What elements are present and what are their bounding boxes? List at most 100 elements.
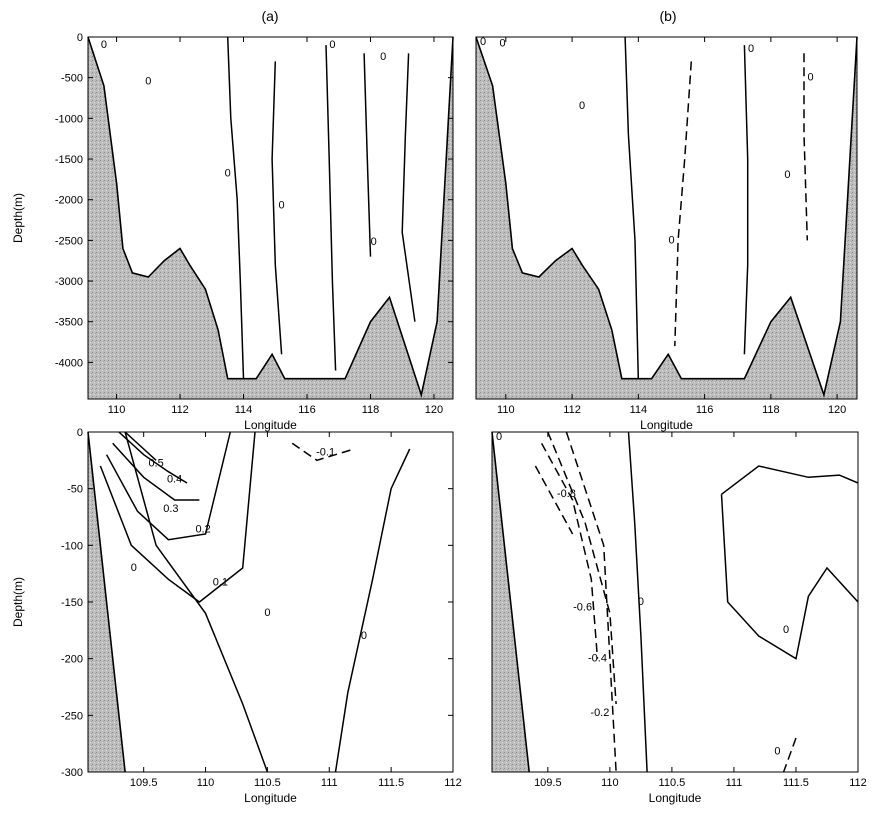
y-tick-label: -200 <box>61 654 83 666</box>
contour-line <box>547 431 617 705</box>
x-tick-label: 111.5 <box>783 777 809 789</box>
land-mask <box>476 37 857 399</box>
contour-label: 0 <box>668 234 674 246</box>
contour-label: -0.2 <box>590 707 609 719</box>
plot-frame <box>475 36 858 400</box>
contour-line <box>721 465 859 495</box>
contour-label: 0 <box>145 76 151 88</box>
x-tick-label: 111.5 <box>378 777 404 789</box>
contour-label: -0.1 <box>316 446 335 458</box>
contour-label: 0.4 <box>167 474 182 486</box>
contour-label: 0 <box>380 51 386 63</box>
y-tick-label: -3500 <box>55 317 83 329</box>
contour-label: -0.6 <box>573 602 592 614</box>
contour-label: 0 <box>101 39 107 51</box>
x-tick-label: 118 <box>362 404 380 416</box>
y-tick-label: -1000 <box>55 113 83 125</box>
x-tick-label: 114 <box>630 404 648 416</box>
contour-line <box>325 45 337 371</box>
contour-line <box>627 431 648 773</box>
x-tick-label: 116 <box>298 404 316 416</box>
contour-line <box>124 431 157 461</box>
contour-label: -0.8 <box>557 488 576 500</box>
x-tick-label: 110.5 <box>659 777 686 789</box>
contour-line <box>782 737 797 773</box>
contour-label: 0 <box>131 562 137 574</box>
contour-line <box>99 431 256 603</box>
contour-line <box>534 465 574 535</box>
contour-line <box>334 448 411 773</box>
y-tick-label: 0 <box>77 32 83 44</box>
bathymetry-line <box>475 36 858 398</box>
contour-label: 0 <box>499 37 505 49</box>
y-tick-label: -3000 <box>55 276 83 288</box>
contour-label: 0 <box>279 199 285 211</box>
panel-label-b: (b) <box>659 8 676 24</box>
y-axis-label: Depth(m) <box>11 577 25 627</box>
bathymetry-line <box>87 36 454 398</box>
contour-line <box>118 431 188 484</box>
contour-label: 0 <box>371 236 377 248</box>
bathymetry-line <box>87 431 126 773</box>
y-tick-label: -300 <box>61 767 83 779</box>
contour-line <box>720 494 859 660</box>
contour-label: 0.5 <box>148 458 163 470</box>
x-tick-label: 120 <box>828 404 846 416</box>
x-tick-label: 110 <box>497 404 515 416</box>
y-tick-label: -2000 <box>55 195 83 207</box>
contour-line <box>565 431 617 773</box>
bathymetry-line <box>491 431 530 773</box>
y-tick-label: 0 <box>480 36 486 48</box>
y-tick-label: -150 <box>61 597 83 609</box>
contour-line <box>363 53 372 257</box>
chart-panel-top-right: 0 0 0 0 0 0 110 112 114 116 118 120 0 Longitude <box>475 36 858 432</box>
panel-label-a: (a) <box>261 8 278 24</box>
contour-label: 0 <box>361 630 367 642</box>
contour-label: 0 <box>264 607 270 619</box>
y-tick-label: -100 <box>61 540 83 552</box>
contour-label: 0 <box>774 746 780 758</box>
x-axis-label: Longitude <box>649 791 702 805</box>
x-tick-label: 112 <box>171 404 189 416</box>
x-tick-label: 111 <box>321 777 338 789</box>
contour-label: 0 <box>808 72 814 84</box>
contour-label: -0.4 <box>588 653 607 665</box>
chart-panel-bottom-left: 0.5 0.4 0.3 0.2 0.1 -0.1 0 0 0 109.5 110 110.5 111 11… <box>11 427 462 805</box>
y-tick-label: -500 <box>61 73 83 85</box>
x-tick-label: 111 <box>726 777 743 789</box>
x-tick-label: 110 <box>197 777 215 789</box>
plot-frame <box>491 431 859 773</box>
contour-label: 0 <box>579 100 585 112</box>
x-tick-label: 116 <box>696 404 714 416</box>
contour-line <box>291 442 355 462</box>
contour-line <box>743 45 749 355</box>
y-tick-label: -4000 <box>55 357 83 369</box>
contour-line <box>401 53 416 322</box>
plot-frame <box>87 431 454 773</box>
x-tick-label: 114 <box>235 404 253 416</box>
x-tick-label: 112 <box>849 777 867 789</box>
x-tick-label: 109.5 <box>534 777 562 789</box>
x-tick-label: 109.5 <box>130 777 158 789</box>
y-tick-label: -50 <box>67 484 83 496</box>
x-axis-label: Longitude <box>244 791 297 805</box>
y-tick-label: 0 <box>77 427 83 439</box>
x-tick-label: 118 <box>762 404 780 416</box>
x-axis-label: Longitude <box>244 418 297 432</box>
contour-line <box>674 61 693 347</box>
contour-label: 0 <box>783 624 789 636</box>
contour-label: 0.1 <box>213 577 228 589</box>
plot-frame <box>87 36 454 400</box>
x-tick-label: 112 <box>444 777 462 789</box>
y-tick-label: -1500 <box>55 154 83 166</box>
y-tick-label: -2500 <box>55 235 83 247</box>
contour-label: 0 <box>329 39 335 51</box>
y-tick-label: 0 <box>496 431 502 443</box>
contour-line <box>124 431 269 773</box>
contour-line <box>105 431 232 541</box>
y-axis-label: Depth(m) <box>11 193 25 243</box>
chart-panel-top-left: 0 0 0 0 0 0 0 110 112 114 116 118 120 0 -500 -1000 -1500… <box>11 32 454 432</box>
x-tick-label: 110 <box>601 777 619 789</box>
x-tick-label: 110 <box>108 404 126 416</box>
